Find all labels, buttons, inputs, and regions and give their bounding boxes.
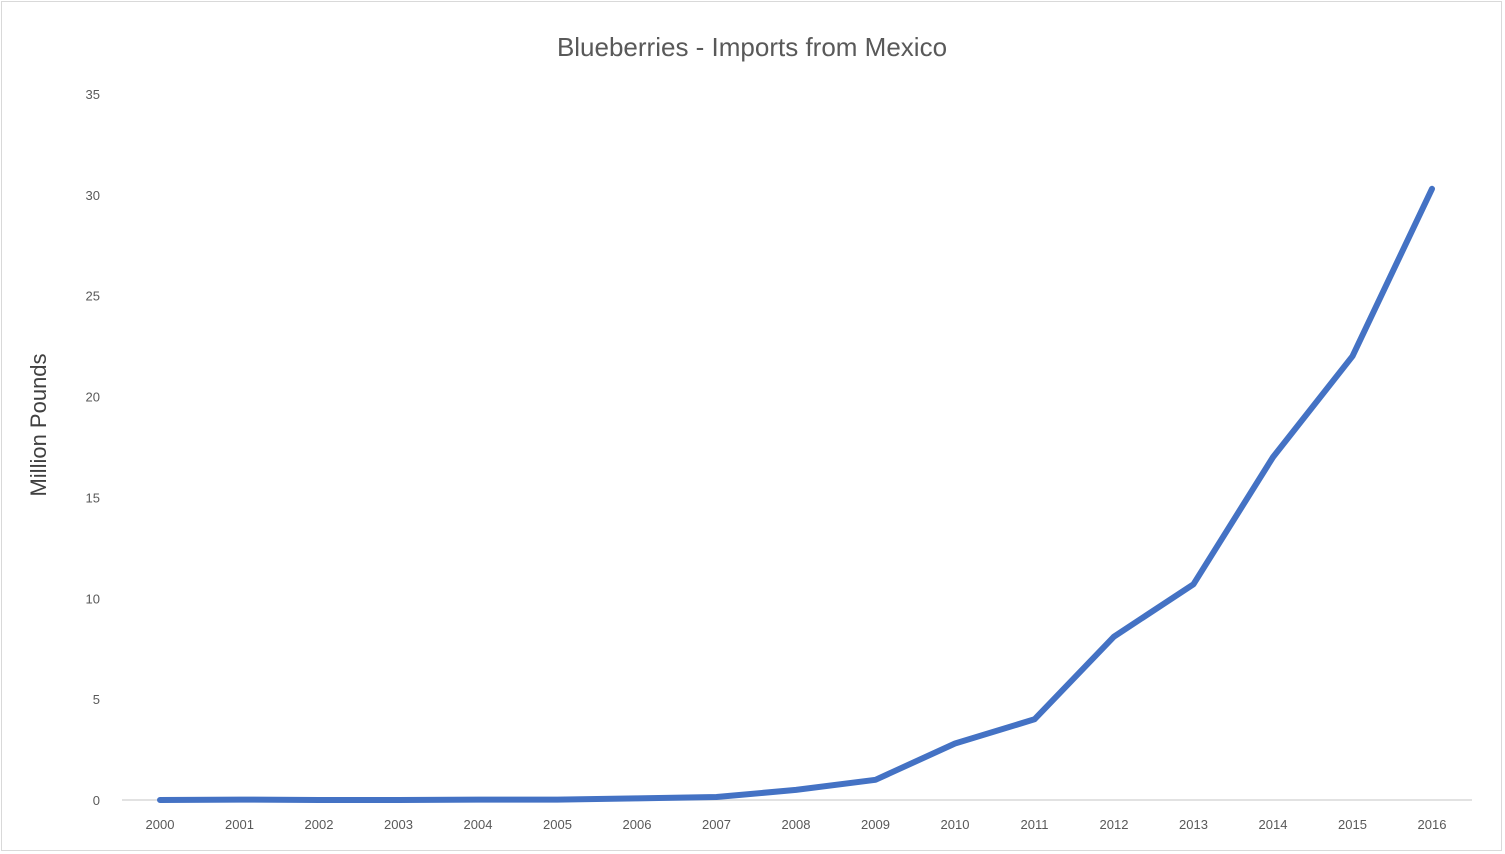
x-tick-label: 2000	[146, 817, 175, 832]
data-point	[157, 797, 163, 803]
x-tick-label: 2011	[1021, 817, 1049, 832]
data-point	[396, 797, 402, 803]
data-point	[873, 777, 879, 783]
y-tick-label: 10	[86, 591, 100, 606]
y-tick-label: 35	[86, 87, 100, 102]
y-axis-title: Million Pounds	[26, 353, 51, 496]
data-point	[1111, 634, 1117, 640]
x-tick-label: 2008	[782, 817, 811, 832]
data-point	[475, 797, 481, 803]
y-tick-label: 0	[93, 793, 100, 808]
data-point	[1429, 186, 1435, 192]
data-point	[316, 797, 322, 803]
series-group	[157, 185, 1435, 803]
x-tick-label: 2015	[1338, 817, 1367, 832]
data-point	[1032, 716, 1038, 722]
data-point	[714, 794, 720, 800]
data-point	[793, 787, 799, 793]
x-tick-label: 2009	[861, 817, 890, 832]
data-point	[555, 797, 561, 803]
x-tick-label: 2014	[1259, 817, 1288, 832]
x-tick-label: 2004	[464, 817, 493, 832]
y-tick-label: 25	[86, 289, 100, 304]
data-point	[1270, 454, 1276, 460]
y-tick-label: 20	[86, 390, 100, 405]
series-line	[157, 185, 1435, 803]
y-axis-ticks: 0 5 10 15 20 25 30 35	[86, 87, 100, 808]
y-tick-label: 15	[86, 490, 100, 505]
x-tick-label: 2007	[702, 817, 731, 832]
x-tick-label: 2001	[225, 817, 254, 832]
y-tick-label: 5	[93, 692, 100, 707]
x-tick-label: 2003	[384, 817, 413, 832]
data-point	[1191, 581, 1197, 587]
x-tick-label: 2012	[1100, 817, 1129, 832]
data-point	[952, 741, 958, 747]
x-tick-label: 2010	[941, 817, 970, 832]
x-tick-label: 2002	[305, 817, 334, 832]
x-tick-label: 2005	[543, 817, 572, 832]
x-tick-label: 2006	[623, 817, 652, 832]
y-tick-label: 30	[86, 188, 100, 203]
x-tick-label: 2013	[1179, 817, 1208, 832]
data-point	[634, 795, 640, 801]
chart-title: Blueberries - Imports from Mexico	[557, 32, 947, 62]
x-axis-ticks: 2000 2001 2002 2003 2004 2005 2006 2007 2008 2009…	[146, 817, 1447, 832]
data-point	[1350, 353, 1356, 359]
x-tick-label: 2016	[1418, 817, 1447, 832]
data-point	[237, 797, 243, 803]
